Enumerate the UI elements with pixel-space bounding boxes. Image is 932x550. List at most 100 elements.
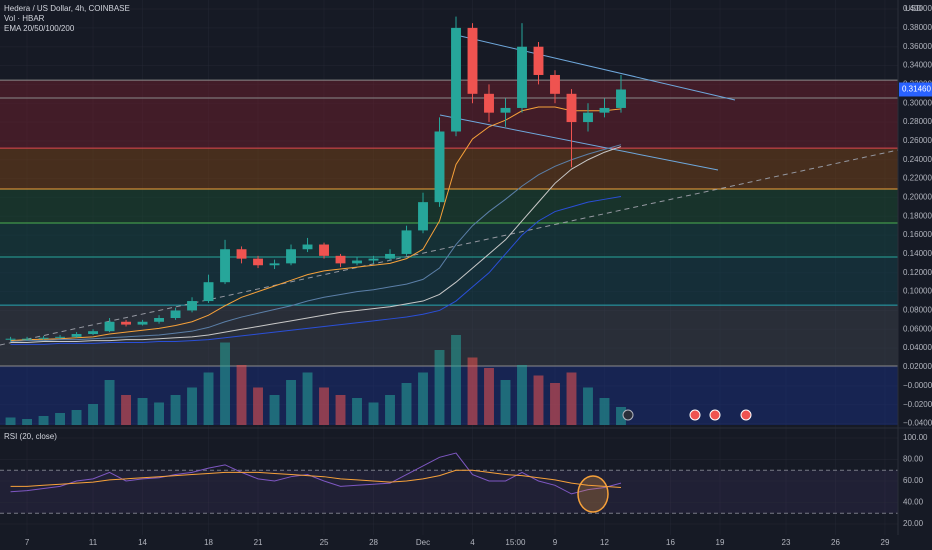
x-tick-label: 12 bbox=[600, 538, 609, 547]
trend-line bbox=[455, 34, 736, 101]
candle-body bbox=[599, 107, 610, 113]
candle-body bbox=[71, 334, 82, 337]
event-marker[interactable] bbox=[709, 409, 721, 421]
candle-body bbox=[401, 230, 412, 254]
y-tick-label: −0.02000 bbox=[903, 400, 932, 409]
volume-bar bbox=[319, 387, 329, 425]
event-markers bbox=[622, 409, 752, 421]
candle-body bbox=[368, 258, 379, 261]
volume-bar bbox=[500, 380, 511, 425]
volume-bar bbox=[203, 372, 214, 425]
candle-body bbox=[5, 338, 16, 340]
x-tick-label: 19 bbox=[716, 538, 725, 547]
x-tick-label: 11 bbox=[89, 538, 98, 547]
y-tick-label: 0.12000 bbox=[903, 268, 932, 277]
volume-bar bbox=[566, 372, 577, 425]
x-tick-label: 15:00 bbox=[505, 538, 526, 547]
rsi-tick-label: 100.00 bbox=[903, 433, 928, 442]
event-marker[interactable] bbox=[740, 409, 752, 421]
level-zone bbox=[0, 257, 898, 306]
level-zone bbox=[0, 148, 898, 190]
y-tick-label: 0.06000 bbox=[903, 324, 932, 333]
candle-body bbox=[566, 93, 577, 123]
volume-bar bbox=[88, 404, 98, 425]
volume-bar bbox=[434, 350, 445, 425]
candle-body bbox=[170, 310, 181, 318]
candle-body bbox=[517, 46, 527, 108]
level-zone bbox=[0, 223, 898, 258]
currency: USD bbox=[905, 4, 922, 13]
rsi-legend: RSI (20, close) bbox=[4, 432, 57, 441]
candle-body bbox=[451, 27, 461, 132]
y-tick-label: 0.08000 bbox=[903, 306, 932, 315]
trend-line bbox=[439, 114, 719, 171]
y-tick-label: 0.30000 bbox=[903, 98, 932, 107]
level-zone bbox=[0, 80, 898, 99]
y-tick-label: 0.18000 bbox=[903, 211, 932, 220]
event-marker[interactable] bbox=[689, 409, 701, 421]
y-tick-label: −0.04000 bbox=[903, 419, 932, 428]
x-tick-label: 25 bbox=[320, 538, 329, 547]
candle-body bbox=[500, 107, 511, 113]
candle-body bbox=[269, 263, 280, 266]
x-tick-label: 28 bbox=[369, 538, 378, 547]
candle-body bbox=[385, 253, 395, 259]
candle-body bbox=[286, 249, 296, 264]
price-label-bg bbox=[899, 82, 932, 97]
candle-body bbox=[88, 331, 98, 335]
symbol-title: Hedera / US Dollar, 4h, COINBASE bbox=[4, 4, 130, 13]
rsi-tick-label: 80.00 bbox=[903, 455, 924, 464]
candle-body bbox=[533, 46, 544, 75]
rsi-tick-label: 60.00 bbox=[903, 476, 924, 485]
volume-bar bbox=[154, 402, 164, 425]
volume-bar bbox=[71, 410, 82, 425]
rsi-ma-line bbox=[10, 469, 622, 488]
candle-body bbox=[335, 255, 346, 264]
level-zone bbox=[0, 366, 898, 425]
trend-line bbox=[0, 149, 899, 346]
candle-body bbox=[253, 258, 263, 266]
volume-bar bbox=[401, 383, 412, 425]
x-tick-label: 7 bbox=[25, 538, 30, 547]
volume-bar bbox=[104, 380, 115, 425]
volume-bar bbox=[220, 342, 230, 425]
ema-line bbox=[10, 195, 622, 345]
x-tick-label: 23 bbox=[782, 538, 791, 547]
volume-bar bbox=[418, 372, 428, 425]
candle-body bbox=[203, 282, 214, 302]
level-zone bbox=[0, 189, 898, 224]
volume-legend: Vol · HBAR bbox=[4, 14, 45, 23]
y-tick-label: 0.24000 bbox=[903, 155, 932, 164]
level-zone bbox=[0, 305, 898, 367]
candle-body bbox=[22, 338, 33, 340]
event-marker[interactable] bbox=[622, 409, 634, 421]
rsi-line bbox=[10, 452, 622, 495]
volume-bar bbox=[451, 335, 461, 425]
volume-bar bbox=[253, 387, 263, 425]
volume-bar bbox=[550, 383, 560, 425]
candle-body bbox=[137, 321, 148, 325]
ema-legend: EMA 20/50/100/200 bbox=[4, 24, 75, 33]
x-tick-label: 26 bbox=[831, 538, 840, 547]
volume-bar bbox=[599, 398, 610, 425]
x-tick-label: 9 bbox=[553, 538, 558, 547]
candle-body bbox=[302, 244, 313, 250]
x-tick-label: 18 bbox=[204, 538, 213, 547]
volume-bar bbox=[121, 395, 131, 425]
y-tick-label: 0.26000 bbox=[903, 136, 932, 145]
y-tick-label: 0.38000 bbox=[903, 23, 932, 32]
volume-bar bbox=[286, 380, 296, 425]
ema-line bbox=[10, 106, 622, 342]
volume-bar bbox=[137, 398, 148, 425]
volume-bar bbox=[533, 375, 544, 425]
x-tick-label: 29 bbox=[881, 538, 890, 547]
volume-bar bbox=[38, 416, 49, 425]
y-tick-label: 0.04000 bbox=[903, 343, 932, 352]
level-zone bbox=[0, 98, 898, 149]
volume-bar bbox=[236, 365, 247, 425]
y-tick-label: 0.36000 bbox=[903, 42, 932, 51]
volume-bar bbox=[302, 372, 313, 425]
x-tick-label: 14 bbox=[138, 538, 147, 547]
